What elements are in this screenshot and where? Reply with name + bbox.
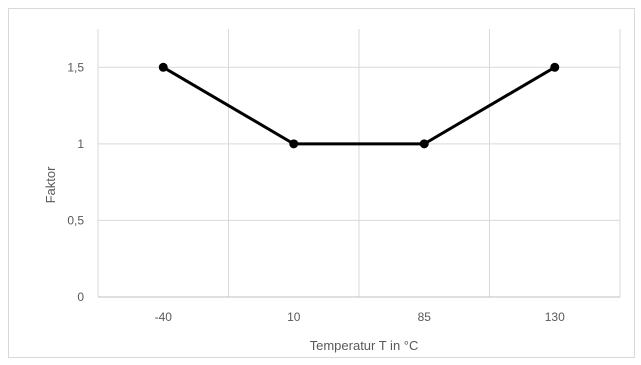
y-tick-label: 0 xyxy=(77,290,84,304)
data-point xyxy=(289,139,299,149)
chart-frame xyxy=(8,8,635,358)
series xyxy=(158,62,560,149)
data-point xyxy=(158,62,168,72)
x-tick-label: 130 xyxy=(545,310,565,324)
x-tick-label: 85 xyxy=(418,310,432,324)
y-tick-label: 0,5 xyxy=(67,213,84,227)
x-tick-label: -40 xyxy=(155,310,173,324)
gridlines xyxy=(97,29,621,297)
data-point xyxy=(550,62,560,72)
series-line xyxy=(162,65,556,146)
tick-labels: 0 0,5 1 1,5 -40 10 85 130 xyxy=(67,60,565,324)
x-axis-title: Temperatur T in °C xyxy=(310,338,419,353)
y-tick-label: 1,5 xyxy=(67,60,84,74)
y-axis-title: Faktor xyxy=(43,166,58,204)
y-tick-label: 1 xyxy=(77,137,84,151)
data-point xyxy=(419,139,429,149)
x-tick-label: 10 xyxy=(287,310,301,324)
